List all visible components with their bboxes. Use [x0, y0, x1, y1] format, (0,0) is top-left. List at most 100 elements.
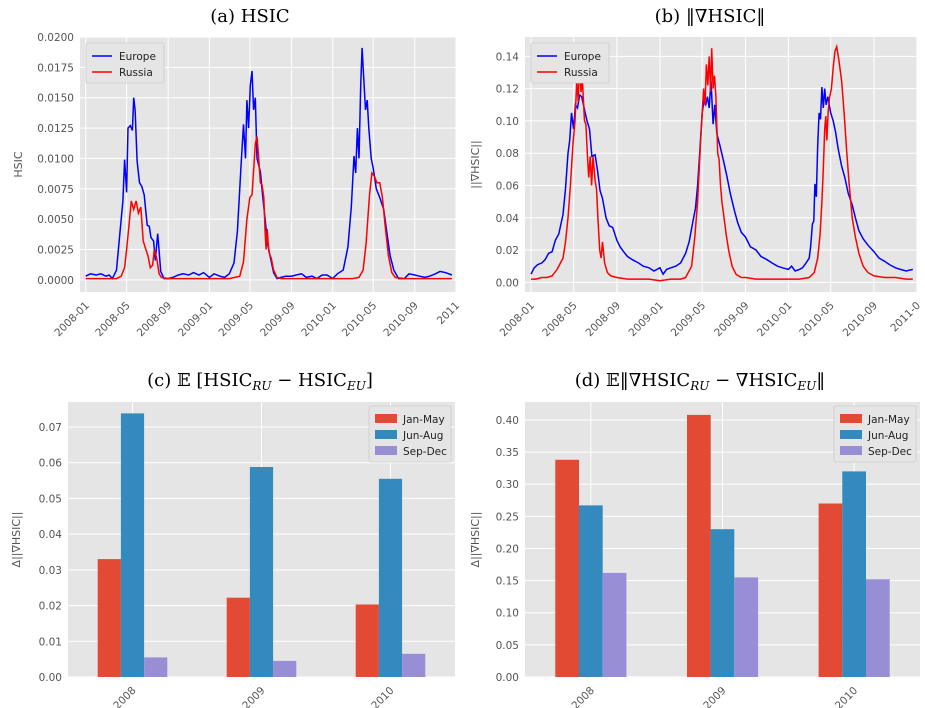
- d-ytick-label: 0.25: [496, 511, 519, 523]
- b-xtick-label: 2009-09: [712, 300, 752, 340]
- c-legend-swatch-jun-aug: [375, 430, 397, 439]
- c-bar-2009-jun-aug: [249, 467, 274, 677]
- c-ytick-label: 0.04: [39, 529, 63, 541]
- b-ytick-label: 0.00: [496, 277, 519, 289]
- a-ytick-label: 0.0175: [37, 62, 74, 74]
- title-d-main: (d) 𝔼‖∇HSIC: [575, 370, 691, 391]
- d-ylabel: Δ||∇HSIC||: [469, 512, 482, 568]
- a-ytick-label: 0.0000: [37, 275, 74, 287]
- title-d-mid: − ∇HSIC: [709, 370, 797, 391]
- c-legend-label-jan-may: Jan-May: [402, 414, 445, 426]
- a-legend-label-europe: Europe: [119, 51, 156, 63]
- b-legend-label-russia: Russia: [564, 67, 598, 79]
- c-bar-2009-jan-may: [226, 597, 250, 677]
- a-series-russia-line: [85, 136, 452, 280]
- d-ytick-label: 0.40: [496, 415, 519, 427]
- a-ytick-label: 0.0200: [37, 32, 74, 44]
- c-legend-label-sep-dec: Sep-Dec: [403, 446, 447, 458]
- c-bar-2010-sep-dec: [402, 653, 426, 677]
- c-legend-swatch-jan-may: [375, 414, 397, 423]
- b-xtick-label: 2010-05: [797, 300, 837, 340]
- a-xtick-label: 2008-05: [93, 300, 133, 340]
- b-xtick-label: 2008-09: [584, 300, 624, 340]
- b-xtick-label: 2008-05: [540, 300, 580, 340]
- c-xtick-label: 2009: [240, 685, 267, 708]
- b-xtick-label: 2009-01: [627, 300, 667, 340]
- c-ylabel: Δ||∇HSIC||: [10, 512, 23, 568]
- b-ytick-label: 0.04: [496, 213, 520, 225]
- d-xtick-label: 2010: [833, 685, 860, 708]
- b-legend-box: [530, 42, 610, 84]
- a-xtick-label: 2009-05: [217, 300, 257, 340]
- d-legend-swatch-sep-dec: [840, 446, 862, 455]
- d-bar-2008-sep-dec: [602, 572, 627, 677]
- b-ylabel: ||∇HSIC||: [469, 140, 482, 188]
- a-ytick-label: 0.0075: [37, 184, 74, 196]
- d-bar-2009-jun-aug: [710, 529, 735, 677]
- a-ytick-label: 0.0025: [37, 245, 74, 257]
- title-d-end: ‖: [816, 370, 825, 391]
- c-ytick-label: 0.03: [39, 565, 62, 577]
- d-bar-2008-jan-may: [555, 459, 579, 677]
- panel-a: 0.0000 0.0025 0.0050 0.0075 0.0100 0.0125 0.01…: [12, 32, 462, 339]
- c-legend-label-jun-aug: Jun-Aug: [402, 430, 443, 442]
- title-c-main: (c) 𝔼 [HSIC: [147, 370, 252, 391]
- b-ytick-label: 0.10: [496, 116, 519, 128]
- b-ytick-label: 0.14: [496, 51, 520, 63]
- c-bar-2010-jun-aug: [378, 478, 403, 677]
- b-xtick-label: 2010-09: [841, 300, 881, 340]
- a-xtick-label: 2009-09: [258, 300, 298, 340]
- d-bar-2008-jun-aug: [579, 505, 603, 677]
- b-xtick-label: 2011-0: [888, 300, 923, 335]
- c-ytick-label: 0.01: [39, 636, 62, 648]
- a-legend-label-russia: Russia: [119, 67, 153, 79]
- a-xtick-label: 2010-09: [381, 300, 421, 340]
- title-d: (d) 𝔼‖∇HSICRU − ∇HSICEU‖: [575, 370, 826, 393]
- title-d-sub-eu: EU: [796, 379, 817, 393]
- a-xtick-label: 2010-01: [299, 300, 339, 340]
- d-ytick-label: 0.05: [496, 640, 519, 652]
- d-ytick-label: 0.10: [496, 608, 519, 620]
- d-legend-label-sep-dec: Sep-Dec: [868, 446, 912, 458]
- d-ytick-label: 0.00: [496, 672, 519, 684]
- a-xtick-label: 2008-09: [135, 300, 175, 340]
- a-ytick-label: 0.0050: [37, 214, 74, 226]
- d-bar-2010-sep-dec: [866, 579, 890, 677]
- title-c-mid: − HSIC: [272, 370, 347, 391]
- c-xtick-label: 2010: [369, 685, 396, 708]
- d-legend-label-jun-aug: Jun-Aug: [867, 430, 908, 442]
- a-xtick-label: 2008-01: [52, 300, 92, 340]
- c-ytick-label: 0.05: [39, 493, 62, 505]
- b-legend-label-europe: Europe: [564, 51, 601, 63]
- d-bar-2010-jun-aug: [842, 471, 866, 677]
- d-legend-swatch-jun-aug: [840, 430, 862, 439]
- d-bar-2009-jan-may: [687, 414, 711, 677]
- a-series-europe-line: [85, 47, 453, 280]
- b-xtick-label: 2009-05: [669, 300, 709, 340]
- panel-d: 0.00 0.05 0.10 0.15 0.20 0.25 0.30 0.35 0.40 2008…: [469, 402, 920, 708]
- title-a: (a) HSIC: [210, 6, 289, 27]
- c-bar-2010-jan-may: [355, 604, 379, 677]
- b-ytick-label: 0.06: [496, 180, 520, 192]
- a-ytick-label: 0.0125: [37, 123, 74, 135]
- a-ylabel: HSIC: [12, 151, 25, 177]
- title-c-end: ]: [366, 370, 373, 391]
- title-d-sub-ru: RU: [689, 379, 710, 393]
- b-ytick-label: 0.02: [496, 245, 519, 257]
- c-ytick-label: 0.00: [39, 672, 62, 684]
- d-legend-swatch-jan-may: [840, 414, 862, 423]
- c-ytick-label: 0.02: [39, 601, 62, 613]
- c-ytick-label: 0.07: [39, 422, 62, 434]
- d-ytick-label: 0.35: [496, 447, 519, 459]
- d-xtick-label: 2009: [701, 685, 728, 708]
- c-bar-2009-sep-dec: [273, 660, 297, 677]
- b-series-russia-line: [531, 43, 913, 282]
- b-xtick-label: 2010-01: [755, 300, 795, 340]
- a-ytick-label: 0.0150: [37, 93, 74, 105]
- d-ytick-label: 0.20: [496, 543, 519, 555]
- b-xtick-label: 2008-01: [498, 300, 538, 340]
- title-c-sub-eu: EU: [346, 379, 367, 393]
